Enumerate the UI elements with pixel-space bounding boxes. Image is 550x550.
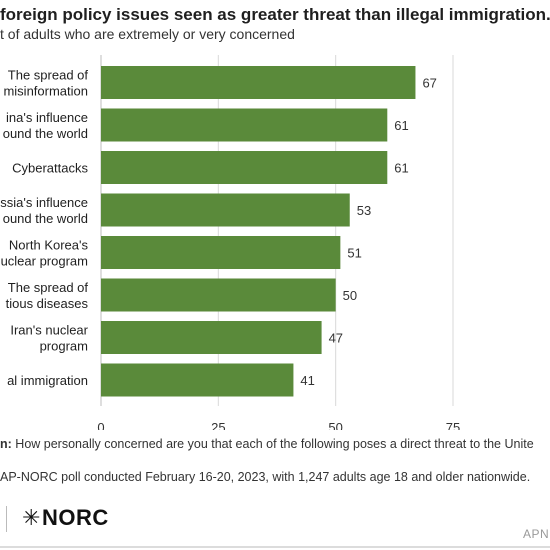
category-label-line: The spread of (8, 68, 89, 83)
chart-subtitle: t of adults who are extremely or very co… (0, 26, 295, 42)
value-label: 47 (329, 331, 343, 346)
category-label-line: ina's influence (6, 110, 88, 125)
question-text: How personally concerned are you that ea… (15, 437, 534, 451)
bar (101, 363, 294, 397)
category-label-line: North Korea's (9, 238, 89, 253)
value-label: 53 (357, 203, 371, 218)
bar (101, 278, 336, 312)
bar (101, 66, 416, 99)
x-tick-label: 75 (446, 420, 460, 430)
bar (101, 321, 322, 354)
category-label: The spread of misinformation (3, 68, 88, 99)
value-label: 61 (394, 118, 408, 133)
value-label: 67 (422, 76, 436, 91)
category-label: The spread of tious diseases (6, 280, 89, 311)
category-label: ina's influence ound the world (3, 110, 88, 141)
source-note: AP-NORC poll conducted February 16-20, 2… (0, 470, 531, 484)
bars-layer (101, 66, 416, 397)
category-label-line: al immigration (7, 373, 88, 388)
question-lead: n: (0, 437, 12, 451)
bottom-rule (0, 546, 550, 548)
value-label: 50 (343, 288, 357, 303)
category-label: Iran's nuclear program (10, 323, 88, 354)
chart-title: foreign policy issues seen as greater th… (0, 5, 550, 24)
category-label-line: Cyberattacks (12, 161, 88, 176)
category-label-line: Iran's nuclear (10, 323, 88, 338)
category-label-line: tious diseases (6, 296, 89, 311)
apn-watermark: APN (523, 527, 550, 541)
category-label: al immigration (7, 373, 88, 388)
category-label-line: ssia's influence (0, 195, 88, 210)
x-axis-ticks: 0 25 50 75 (97, 420, 460, 430)
bar (101, 193, 350, 227)
x-tick-label: 0 (97, 420, 104, 430)
norc-logo: ✳NORC (22, 505, 109, 531)
value-label: 61 (394, 161, 408, 176)
footer-divider (6, 506, 7, 532)
category-label: North Korea's uclear program (1, 238, 89, 269)
category-label-line: uclear program (1, 254, 88, 269)
category-label: ssia's influence ound the world (0, 195, 88, 226)
logo-text: NORC (41, 505, 109, 530)
question-note: n: How personally concerned are you that… (0, 437, 534, 451)
value-label: 51 (347, 246, 361, 261)
bar (101, 236, 341, 269)
x-tick-label: 25 (211, 420, 225, 430)
category-label-line: misinformation (3, 84, 88, 99)
bar (101, 151, 388, 184)
value-label: 41 (300, 373, 314, 388)
bar (101, 108, 388, 142)
category-label: Cyberattacks (12, 161, 88, 176)
star-icon: ✳ (22, 505, 41, 530)
category-label-line: The spread of (8, 280, 89, 295)
category-label-line: ound the world (3, 211, 88, 226)
category-label-line: ound the world (3, 126, 88, 141)
x-tick-label: 50 (328, 420, 342, 430)
category-label-line: program (40, 339, 88, 354)
